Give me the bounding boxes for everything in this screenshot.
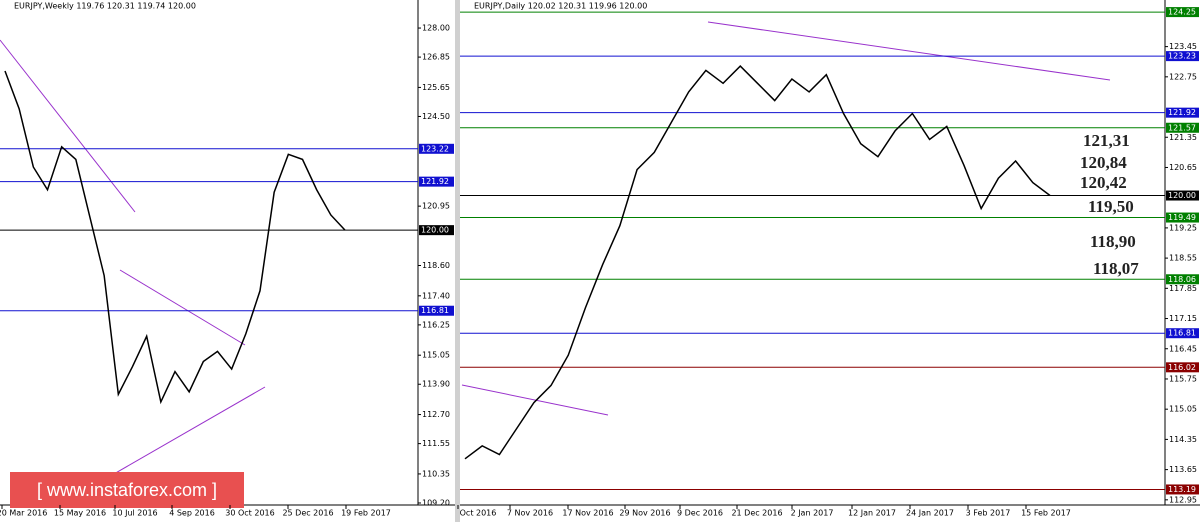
- x-tick-label: 7 Nov 2016: [507, 509, 553, 518]
- level-label: 120.00: [1168, 191, 1196, 200]
- y-tick-label: 111.55: [422, 439, 450, 448]
- y-tick-label: 126.85: [422, 53, 450, 62]
- level-label: 116.02: [1168, 363, 1196, 372]
- level-annotation: 119,50: [1088, 197, 1134, 216]
- y-tick-label: 115.75: [1169, 374, 1197, 383]
- level-box: [1166, 362, 1199, 373]
- chart-title: EURJPY,Daily 120.02 120.31 119.96 120.00: [474, 2, 647, 11]
- trend-line: [119, 269, 246, 346]
- y-tick-label: 119.25: [1169, 223, 1197, 232]
- level-box: [419, 225, 454, 236]
- x-tick-label: 20 Mar 2016: [0, 509, 47, 518]
- level-box: [1166, 212, 1199, 223]
- level-label: 119.49: [1168, 213, 1196, 222]
- y-tick-label: 117.40: [422, 291, 450, 300]
- y-tick-label: 116.45: [1169, 344, 1197, 353]
- x-tick-label: 19 Feb 2017: [341, 509, 391, 518]
- x-tick-label: Oct 2016: [460, 509, 497, 518]
- y-tick-label: 112.95: [1169, 495, 1197, 504]
- y-tick-label: 128.00: [422, 24, 450, 33]
- level-label: 124.25: [1168, 8, 1196, 17]
- level-annotation: 118,90: [1090, 232, 1136, 251]
- y-tick-label: 123.45: [1169, 42, 1197, 51]
- level-label: 121.92: [421, 177, 449, 186]
- x-tick-label: 30 Oct 2016: [225, 509, 274, 518]
- x-tick-label: 10 Jul 2016: [112, 509, 157, 518]
- y-tick-label: 125.65: [422, 83, 450, 92]
- y-tick-label: 121.35: [1169, 133, 1197, 142]
- level-box: [419, 305, 454, 316]
- y-tick-label: 115.05: [1169, 405, 1197, 414]
- level-box: [1166, 51, 1199, 62]
- y-tick-label: 118.60: [422, 261, 450, 270]
- level-box: [1166, 328, 1199, 339]
- level-label: 121.57: [1168, 123, 1196, 132]
- y-tick-label: 120.65: [1169, 163, 1197, 172]
- level-label: 121.92: [1168, 108, 1196, 117]
- y-tick-label: 113.65: [1169, 465, 1197, 474]
- y-tick-label: 116.25: [422, 320, 450, 329]
- chart-title: EURJPY,Weekly 119.76 120.31 119.74 120.0…: [14, 2, 196, 11]
- level-box: [419, 176, 454, 187]
- y-tick-label: 117.85: [1169, 284, 1197, 293]
- level-label: 116.81: [421, 306, 449, 315]
- level-label: 118.06: [1168, 275, 1196, 284]
- x-tick-label: 4 Sep 2016: [169, 509, 215, 518]
- level-box: [1166, 107, 1199, 118]
- trend-line: [0, 39, 136, 213]
- level-label: 123.23: [1168, 52, 1196, 61]
- level-box: [419, 143, 454, 154]
- watermark: [ www.instaforex.com ]: [37, 480, 217, 500]
- level-annotation: 120,42: [1080, 173, 1127, 192]
- x-tick-label: 21 Dec 2016: [731, 509, 782, 518]
- level-box: [1166, 122, 1199, 133]
- price-line: [464, 64, 1051, 460]
- level-label: 120.00: [421, 226, 449, 235]
- y-tick-label: 109.20: [422, 498, 450, 507]
- y-tick-label: 120.95: [422, 202, 450, 211]
- price-line: [4, 70, 346, 405]
- level-annotation: 121,31: [1083, 131, 1130, 150]
- x-tick-label: 24 Jan 2017: [906, 509, 954, 518]
- x-tick-label: 29 Nov 2016: [619, 509, 670, 518]
- level-box: [1166, 190, 1199, 201]
- trend-line: [707, 21, 1111, 81]
- y-tick-label: 118.55: [1169, 254, 1197, 263]
- level-label: 116.81: [1168, 329, 1196, 338]
- level-box: [1166, 274, 1199, 285]
- y-tick-label: 114.35: [1169, 435, 1197, 444]
- watermark-box: [10, 472, 244, 508]
- level-label: 113.19: [1168, 485, 1196, 494]
- y-tick-label: 115.05: [422, 351, 450, 360]
- x-tick-label: 15 May 2016: [54, 509, 106, 518]
- level-box: [1166, 7, 1199, 18]
- trend-line: [461, 384, 609, 416]
- y-tick-label: 124.50: [422, 112, 450, 121]
- x-tick-label: 17 Nov 2016: [562, 509, 613, 518]
- x-tick-label: 2 Jan 2017: [791, 509, 834, 518]
- x-tick-label: 15 Feb 2017: [1021, 509, 1071, 518]
- trend-line: [99, 386, 266, 483]
- level-annotation: 120,84: [1080, 153, 1127, 172]
- x-tick-label: 12 Jan 2017: [848, 509, 896, 518]
- y-tick-label: 112.70: [422, 410, 450, 419]
- separator: [455, 0, 460, 522]
- level-box: [1166, 484, 1199, 495]
- y-tick-label: 113.90: [422, 380, 450, 389]
- y-tick-label: 117.15: [1169, 314, 1197, 323]
- y-tick-label: 122.75: [1169, 72, 1197, 81]
- level-label: 123.22: [421, 144, 449, 153]
- x-tick-label: 25 Dec 2016: [282, 509, 333, 518]
- level-annotation: 118,07: [1093, 259, 1139, 278]
- x-tick-label: 3 Feb 2017: [966, 509, 1011, 518]
- y-tick-label: 110.35: [422, 469, 450, 478]
- x-tick-label: 9 Dec 2016: [677, 509, 723, 518]
